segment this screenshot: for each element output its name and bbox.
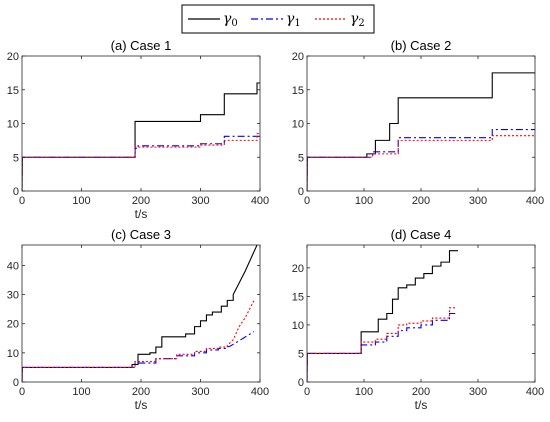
x-tick-label-0-2: 200 bbox=[132, 195, 150, 207]
axes-box-0 bbox=[21, 55, 261, 192]
y-tick-label-1-3: 15 bbox=[292, 85, 304, 97]
x-tick-label-3-4: 400 bbox=[526, 386, 544, 398]
legend-symbol-0: γ bbox=[223, 11, 232, 27]
legend: γ0 γ1 γ2 bbox=[181, 4, 375, 34]
x-tick-label-1-3: 300 bbox=[469, 195, 487, 207]
axes-box-2 bbox=[21, 244, 261, 383]
subplot-0: (a) Case 1 0 100 200 300 400 0 5 10 15 20 t/s bbox=[7, 38, 269, 221]
y-tick-label-2-4: 40 bbox=[7, 260, 19, 272]
y-tick-label-2-1: 10 bbox=[7, 348, 19, 360]
subplot-2: (c) Case 3 0 100 200 300 400 0 10 20 30 40 t/s bbox=[7, 227, 269, 412]
legend-subscript-1: 1 bbox=[294, 18, 300, 29]
series-line-2-1 bbox=[22, 331, 255, 382]
x-tick-label-3-0: 0 bbox=[304, 386, 310, 398]
y-tick-label-2-0: 0 bbox=[13, 377, 19, 389]
x-axis-label-2: t/s bbox=[135, 398, 148, 412]
y-tick-label-3-3: 15 bbox=[292, 291, 304, 303]
legend-symbol-1: γ bbox=[286, 11, 295, 27]
subplot-title-1: (b) Case 2 bbox=[391, 38, 452, 53]
y-tick-label-1-4: 20 bbox=[292, 51, 304, 63]
series-line-1-1 bbox=[307, 129, 535, 191]
x-tick-label-2-1: 100 bbox=[72, 386, 90, 398]
series-line-1-2 bbox=[307, 135, 535, 191]
x-tick-label-3-1: 100 bbox=[355, 386, 373, 398]
x-tick-label-1-1: 100 bbox=[355, 195, 373, 207]
x-tick-label-2-4: 400 bbox=[251, 386, 269, 398]
x-tick-label-3-2: 200 bbox=[412, 386, 430, 398]
subplot-1: (b) Case 2 0 100 200 300 400 0 5 10 15 20 bbox=[292, 38, 544, 207]
legend-label-1: γ1 bbox=[286, 11, 301, 29]
y-tick-label-2-2: 20 bbox=[7, 319, 19, 331]
x-axis-label-0: t/s bbox=[135, 207, 148, 221]
y-tick-label-0-0: 0 bbox=[13, 186, 19, 198]
axes-box-1 bbox=[306, 55, 536, 192]
y-tick-label-1-0: 0 bbox=[298, 186, 304, 198]
x-tick-label-2-0: 0 bbox=[19, 386, 25, 398]
y-tick-label-0-1: 5 bbox=[13, 152, 19, 164]
x-tick-label-0-3: 300 bbox=[191, 195, 209, 207]
y-tick-label-3-2: 10 bbox=[292, 320, 304, 332]
y-tick-label-1-2: 10 bbox=[292, 119, 304, 131]
y-tick-label-3-1: 5 bbox=[298, 348, 304, 360]
x-axis-label-3: t/s bbox=[415, 398, 428, 412]
series-line-0-2 bbox=[22, 133, 260, 191]
legend-label-0: γ0 bbox=[223, 11, 238, 29]
x-tick-label-0-4: 400 bbox=[251, 195, 269, 207]
y-tick-label-3-0: 0 bbox=[298, 377, 304, 389]
series-line-1-0 bbox=[307, 72, 535, 191]
x-tick-label-1-2: 200 bbox=[412, 195, 430, 207]
y-tick-label-0-2: 10 bbox=[7, 119, 19, 131]
legend-subscript-2: 2 bbox=[358, 18, 364, 29]
subplot-title-2: (c) Case 3 bbox=[111, 227, 171, 242]
series-line-3-0 bbox=[307, 250, 459, 382]
y-tick-label-1-1: 5 bbox=[298, 152, 304, 164]
legend-symbol-2: γ bbox=[350, 11, 359, 27]
y-tick-label-3-4: 20 bbox=[292, 263, 304, 275]
x-tick-label-0-0: 0 bbox=[19, 195, 25, 207]
y-tick-label-0-3: 15 bbox=[7, 85, 19, 97]
legend-subscript-0: 0 bbox=[231, 18, 237, 29]
axes-box-3 bbox=[306, 244, 536, 383]
series-line-3-2 bbox=[307, 307, 456, 382]
x-tick-label-2-3: 300 bbox=[191, 386, 209, 398]
x-tick-label-0-1: 100 bbox=[72, 195, 90, 207]
x-tick-label-1-4: 400 bbox=[526, 195, 544, 207]
subplot-title-0: (a) Case 1 bbox=[111, 38, 172, 53]
subplot-title-3: (d) Case 4 bbox=[391, 227, 452, 242]
x-tick-label-2-2: 200 bbox=[132, 386, 150, 398]
series-line-2-0 bbox=[22, 245, 258, 382]
series-line-2-2 bbox=[22, 300, 255, 382]
legend-label-2: γ2 bbox=[350, 11, 365, 29]
x-tick-label-1-0: 0 bbox=[304, 195, 310, 207]
subplot-3: (d) Case 4 0 100 200 300 400 0 5 10 15 20 t/s bbox=[292, 227, 544, 412]
y-tick-label-0-4: 20 bbox=[7, 51, 19, 63]
series-line-3-1 bbox=[307, 312, 456, 382]
y-tick-label-2-3: 30 bbox=[7, 290, 19, 302]
x-tick-label-3-3: 300 bbox=[469, 386, 487, 398]
